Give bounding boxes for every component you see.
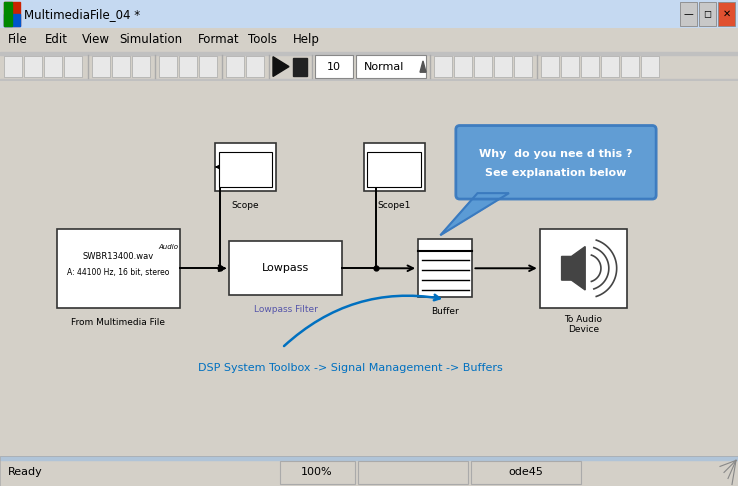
- FancyBboxPatch shape: [199, 56, 217, 77]
- FancyBboxPatch shape: [159, 56, 177, 77]
- FancyBboxPatch shape: [561, 56, 579, 77]
- Text: Normal: Normal: [364, 62, 404, 71]
- Text: See explanation below: See explanation below: [486, 169, 627, 178]
- FancyBboxPatch shape: [434, 56, 452, 77]
- Bar: [4, 14, 20, 26]
- Polygon shape: [420, 61, 426, 72]
- Bar: [0, 79, 738, 81]
- FancyBboxPatch shape: [44, 56, 62, 77]
- Bar: [418, 239, 472, 297]
- Text: To Audio: To Audio: [565, 314, 602, 324]
- Bar: [218, 153, 272, 188]
- Text: Format: Format: [198, 34, 239, 46]
- FancyBboxPatch shape: [315, 55, 353, 78]
- Bar: [4, 2, 12, 26]
- FancyBboxPatch shape: [132, 56, 150, 77]
- FancyBboxPatch shape: [246, 56, 264, 77]
- Text: 10: 10: [327, 62, 341, 71]
- Text: ✕: ✕: [723, 9, 731, 19]
- Bar: [4, 2, 20, 26]
- Bar: [57, 229, 180, 308]
- Bar: [280, 461, 355, 484]
- FancyBboxPatch shape: [226, 56, 244, 77]
- Bar: [293, 57, 307, 76]
- FancyBboxPatch shape: [92, 56, 110, 77]
- FancyBboxPatch shape: [112, 56, 130, 77]
- Text: Simulation: Simulation: [120, 34, 183, 46]
- Text: DSP System Toolbox -> Signal Management -> Buffers: DSP System Toolbox -> Signal Management …: [199, 363, 503, 373]
- Bar: [471, 461, 581, 484]
- Text: Audio: Audio: [158, 244, 178, 250]
- FancyBboxPatch shape: [64, 56, 82, 77]
- FancyBboxPatch shape: [601, 56, 619, 77]
- Text: Why  do you nee d this ?: Why do you nee d this ?: [479, 149, 632, 159]
- Bar: [358, 461, 468, 484]
- Polygon shape: [273, 57, 289, 76]
- Text: A: 44100 Hz, 16 bit, stereo: A: 44100 Hz, 16 bit, stereo: [67, 268, 170, 277]
- Text: ode45: ode45: [508, 468, 543, 477]
- Text: View: View: [83, 34, 111, 46]
- Polygon shape: [562, 246, 585, 290]
- Text: Lowpass: Lowpass: [262, 263, 309, 273]
- Text: Ready: Ready: [8, 468, 43, 477]
- FancyBboxPatch shape: [24, 56, 42, 77]
- FancyBboxPatch shape: [456, 125, 656, 199]
- FancyBboxPatch shape: [680, 2, 697, 26]
- Text: Tools: Tools: [249, 34, 277, 46]
- FancyBboxPatch shape: [356, 55, 426, 78]
- Text: Scope1: Scope1: [378, 201, 411, 210]
- Text: Device: Device: [568, 326, 599, 334]
- Text: 100%: 100%: [301, 468, 333, 477]
- Text: SWBR13400.wav: SWBR13400.wav: [83, 252, 154, 261]
- Bar: [539, 229, 627, 308]
- Bar: [0, 456, 738, 460]
- Text: Help: Help: [292, 34, 320, 46]
- FancyBboxPatch shape: [514, 56, 532, 77]
- Text: MultimediaFile_04 *: MultimediaFile_04 *: [24, 8, 140, 20]
- Bar: [0, 52, 738, 55]
- Text: Lowpass Filter: Lowpass Filter: [254, 305, 317, 314]
- FancyBboxPatch shape: [474, 56, 492, 77]
- Bar: [215, 142, 277, 191]
- Text: Edit: Edit: [45, 34, 68, 46]
- Bar: [368, 153, 421, 188]
- Bar: [230, 241, 342, 295]
- FancyBboxPatch shape: [699, 2, 716, 26]
- Text: Scope: Scope: [232, 201, 259, 210]
- Text: From Multimedia File: From Multimedia File: [72, 317, 165, 327]
- Polygon shape: [441, 193, 509, 235]
- Text: ◻: ◻: [703, 9, 711, 19]
- FancyBboxPatch shape: [4, 56, 22, 77]
- Text: Buffer: Buffer: [432, 307, 459, 316]
- FancyBboxPatch shape: [581, 56, 599, 77]
- FancyBboxPatch shape: [541, 56, 559, 77]
- Bar: [364, 142, 425, 191]
- FancyBboxPatch shape: [718, 2, 735, 26]
- Text: File: File: [8, 34, 28, 46]
- Text: —: —: [683, 9, 694, 19]
- FancyBboxPatch shape: [641, 56, 659, 77]
- FancyBboxPatch shape: [494, 56, 512, 77]
- FancyBboxPatch shape: [179, 56, 197, 77]
- FancyBboxPatch shape: [454, 56, 472, 77]
- FancyBboxPatch shape: [621, 56, 639, 77]
